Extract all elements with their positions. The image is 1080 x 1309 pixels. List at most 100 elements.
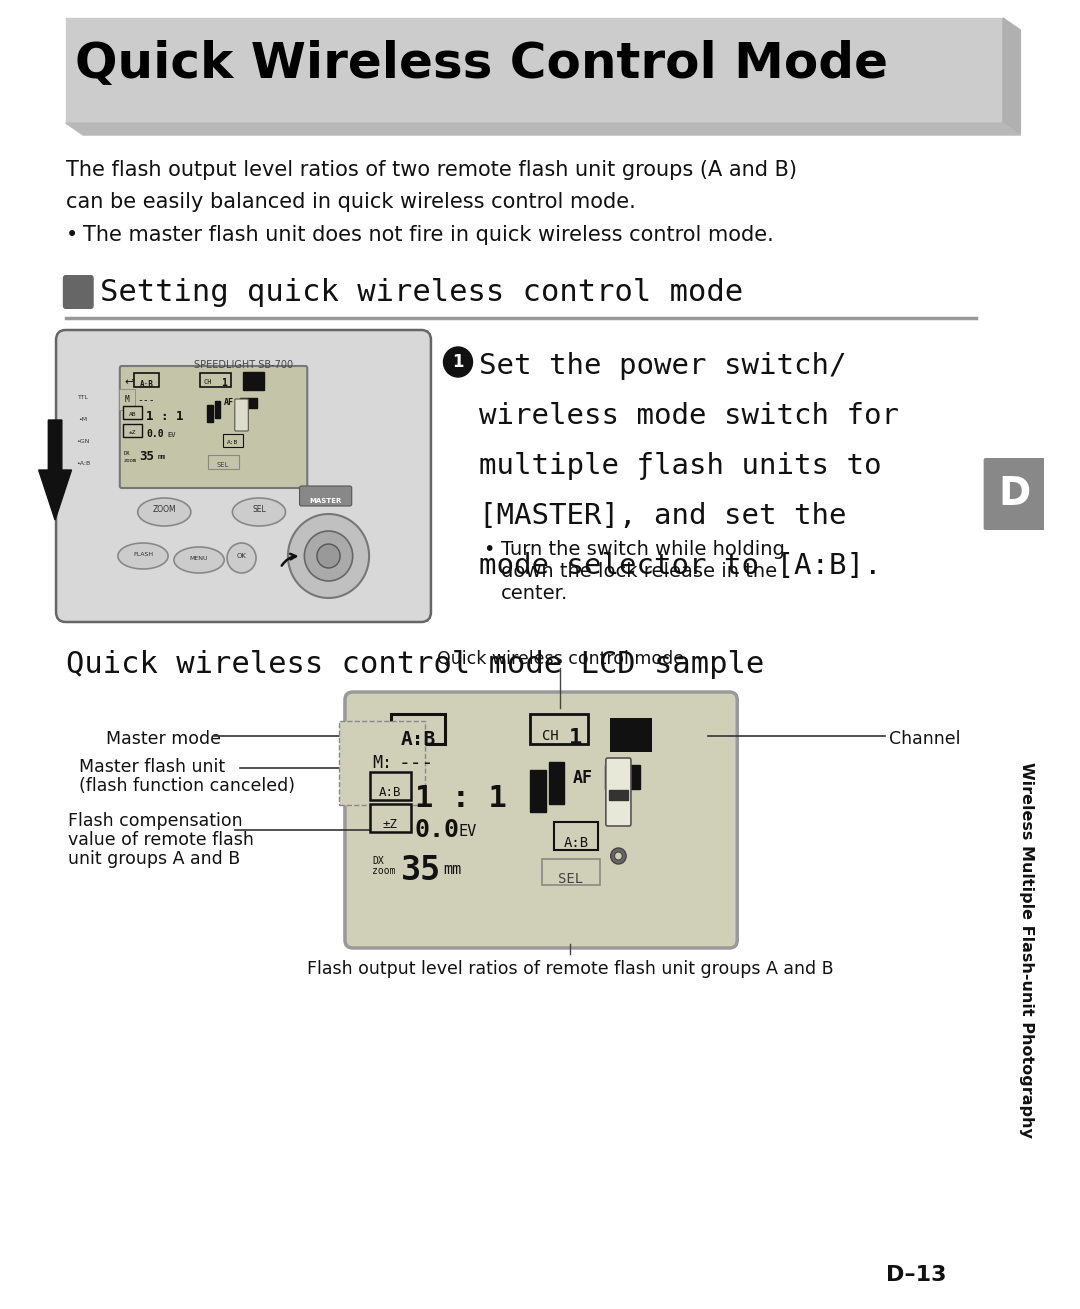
Text: OK: OK bbox=[237, 552, 246, 559]
FancyBboxPatch shape bbox=[391, 713, 445, 744]
Text: D–13: D–13 bbox=[887, 1264, 947, 1285]
Text: Set the power switch/: Set the power switch/ bbox=[480, 352, 847, 380]
Text: A:B: A:B bbox=[140, 380, 153, 389]
FancyBboxPatch shape bbox=[345, 692, 738, 948]
Text: AF: AF bbox=[573, 768, 593, 787]
Text: ---: --- bbox=[137, 395, 154, 404]
Text: •M: •M bbox=[79, 418, 87, 421]
FancyBboxPatch shape bbox=[554, 822, 598, 850]
Text: down the lock release in the: down the lock release in the bbox=[500, 562, 777, 581]
Text: Setting quick wireless control mode: Setting quick wireless control mode bbox=[100, 278, 744, 308]
Text: ---: --- bbox=[400, 754, 434, 774]
Text: zoom: zoom bbox=[124, 458, 137, 463]
Text: can be easily balanced in quick wireless control mode.: can be easily balanced in quick wireless… bbox=[66, 192, 635, 212]
Text: value of remote flash: value of remote flash bbox=[68, 831, 254, 850]
Text: AB: AB bbox=[129, 412, 136, 418]
Text: Master mode: Master mode bbox=[106, 730, 221, 747]
Text: MASTER: MASTER bbox=[310, 497, 341, 504]
Text: SEL: SEL bbox=[252, 505, 266, 514]
FancyBboxPatch shape bbox=[610, 719, 652, 751]
FancyBboxPatch shape bbox=[234, 399, 248, 431]
Text: CH: CH bbox=[204, 380, 213, 385]
Text: 0.0: 0.0 bbox=[146, 429, 163, 439]
Ellipse shape bbox=[118, 543, 168, 569]
Text: Channel: Channel bbox=[889, 730, 960, 747]
Text: Quick wireless control mode LCD sample: Quick wireless control mode LCD sample bbox=[66, 651, 764, 679]
Text: SEL: SEL bbox=[558, 872, 583, 886]
Circle shape bbox=[610, 848, 626, 864]
FancyBboxPatch shape bbox=[123, 406, 143, 419]
FancyBboxPatch shape bbox=[123, 424, 143, 437]
Ellipse shape bbox=[232, 497, 285, 526]
Ellipse shape bbox=[137, 497, 191, 526]
Bar bbox=[605, 764, 639, 789]
Text: DX: DX bbox=[124, 452, 131, 456]
Text: ±Z: ±Z bbox=[129, 429, 136, 435]
Bar bbox=[530, 770, 545, 812]
Circle shape bbox=[227, 543, 256, 573]
FancyBboxPatch shape bbox=[200, 373, 231, 387]
Text: D: D bbox=[998, 475, 1030, 513]
Text: Quick Wireless Control Mode: Quick Wireless Control Mode bbox=[76, 41, 889, 88]
Text: mm: mm bbox=[444, 863, 462, 877]
Text: MENU: MENU bbox=[190, 555, 208, 560]
Text: Quick wireless control mode: Quick wireless control mode bbox=[437, 651, 684, 668]
Polygon shape bbox=[66, 123, 1021, 135]
Text: 1: 1 bbox=[569, 728, 582, 747]
FancyBboxPatch shape bbox=[134, 373, 160, 387]
Text: A:B: A:B bbox=[564, 836, 589, 850]
Text: 35: 35 bbox=[139, 450, 154, 463]
FancyBboxPatch shape bbox=[207, 456, 239, 469]
FancyBboxPatch shape bbox=[224, 435, 243, 446]
Text: 0.0: 0.0 bbox=[415, 818, 459, 842]
Ellipse shape bbox=[174, 547, 225, 573]
Circle shape bbox=[615, 852, 622, 860]
Text: A:B: A:B bbox=[379, 785, 402, 798]
Circle shape bbox=[316, 545, 340, 568]
Text: wireless mode switch for: wireless mode switch for bbox=[480, 402, 900, 429]
Text: Master flash unit: Master flash unit bbox=[79, 758, 226, 776]
Circle shape bbox=[444, 347, 472, 377]
Text: multiple ƒlash units to: multiple ƒlash units to bbox=[480, 452, 881, 480]
Text: M: M bbox=[124, 395, 130, 404]
Bar bbox=[206, 404, 213, 421]
Text: ±Z: ±Z bbox=[383, 818, 397, 831]
Bar bbox=[215, 401, 220, 418]
FancyBboxPatch shape bbox=[530, 713, 589, 744]
Text: Wireless Multiple Flash-unit Photography: Wireless Multiple Flash-unit Photography bbox=[1018, 762, 1034, 1138]
Bar bbox=[609, 791, 629, 800]
Text: ↩: ↩ bbox=[124, 376, 134, 386]
Text: •GN: •GN bbox=[77, 439, 90, 444]
Text: ZOOM: ZOOM bbox=[152, 505, 176, 514]
Text: Turn the switch while holding: Turn the switch while holding bbox=[500, 541, 784, 559]
Text: CH: CH bbox=[542, 729, 558, 744]
FancyBboxPatch shape bbox=[120, 367, 308, 488]
FancyBboxPatch shape bbox=[370, 804, 410, 833]
Text: Flash compensation: Flash compensation bbox=[68, 812, 242, 830]
Bar bbox=[240, 398, 257, 408]
Polygon shape bbox=[1003, 18, 1021, 135]
FancyBboxPatch shape bbox=[984, 458, 1045, 530]
Text: (flash function canceled): (flash function canceled) bbox=[79, 778, 295, 795]
Text: SEL: SEL bbox=[217, 462, 230, 469]
FancyBboxPatch shape bbox=[370, 772, 410, 800]
Text: DX: DX bbox=[372, 856, 383, 867]
Text: SPEEDLIGHT SB-700: SPEEDLIGHT SB-700 bbox=[194, 360, 293, 370]
FancyBboxPatch shape bbox=[56, 330, 431, 622]
Text: ↩: ↩ bbox=[370, 719, 393, 746]
Text: AF: AF bbox=[225, 398, 234, 407]
Text: [MASTER], and set the: [MASTER], and set the bbox=[480, 501, 847, 530]
Text: Flash output level ratios of remote flash unit groups A and B: Flash output level ratios of remote flas… bbox=[307, 959, 834, 978]
Text: EV: EV bbox=[167, 432, 176, 439]
Text: M:: M: bbox=[372, 754, 392, 772]
Text: •: • bbox=[483, 541, 495, 559]
Bar bbox=[243, 372, 264, 390]
Bar bbox=[66, 18, 1003, 123]
Text: 1: 1 bbox=[221, 378, 227, 387]
Text: center.: center. bbox=[500, 584, 568, 603]
Text: A:B: A:B bbox=[227, 440, 239, 445]
Text: 1 : 1: 1 : 1 bbox=[146, 410, 184, 423]
FancyBboxPatch shape bbox=[299, 486, 352, 507]
Text: •: • bbox=[66, 225, 78, 245]
Text: FLASH: FLASH bbox=[133, 551, 153, 556]
